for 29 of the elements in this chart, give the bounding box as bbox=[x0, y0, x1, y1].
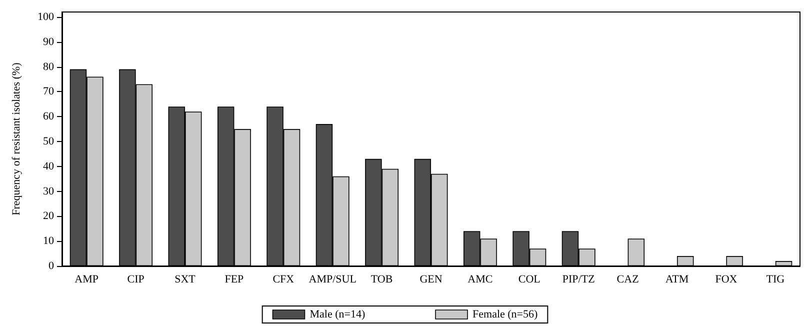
y-tick-label: 80 bbox=[43, 60, 54, 73]
x-tick-label: CFX bbox=[272, 274, 294, 286]
y-tick-label: 0 bbox=[48, 260, 54, 272]
legend-label: Male (n=14) bbox=[310, 308, 366, 320]
y-tick-label: 30 bbox=[43, 185, 54, 198]
x-tick-label: PIP/TZ bbox=[562, 274, 596, 286]
x-tick-label: AMC bbox=[468, 274, 493, 286]
y-tick-label: 100 bbox=[38, 10, 54, 23]
y-tick-label: 10 bbox=[43, 235, 54, 248]
x-tick-label: COL bbox=[518, 274, 541, 286]
legend-label: Female (n=56) bbox=[472, 308, 538, 320]
x-tick-label: SXT bbox=[174, 274, 196, 286]
y-tick-label: 20 bbox=[43, 210, 54, 222]
y-tick-label: 90 bbox=[43, 36, 54, 48]
x-tick-label: AMP/SUL bbox=[308, 274, 357, 286]
x-tick-label: CAZ bbox=[616, 274, 640, 286]
y-tick-label: 60 bbox=[43, 110, 54, 123]
x-tick-label: CIP bbox=[127, 274, 144, 286]
x-tick-label: TIG bbox=[766, 274, 785, 286]
x-tick-label: FEP bbox=[224, 274, 244, 286]
y-axis-title: Frequency of resistant isolates (%) bbox=[10, 62, 22, 216]
x-tick-label: ATM bbox=[665, 274, 689, 286]
y-tick-label: 70 bbox=[43, 86, 54, 98]
y-tick-label: 40 bbox=[43, 160, 54, 172]
x-tick-label: GEN bbox=[420, 274, 442, 286]
y-tick-label: 50 bbox=[43, 135, 54, 148]
x-tick-label: FOX bbox=[715, 274, 738, 286]
x-tick-label: TOB bbox=[370, 274, 393, 286]
x-tick-label: AMP bbox=[74, 274, 99, 286]
